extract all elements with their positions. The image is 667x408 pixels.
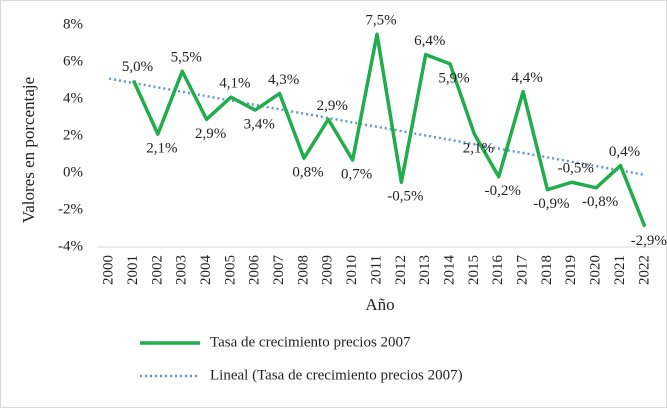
x-tick-label: 2001 [125, 255, 141, 285]
x-tick-label: 2020 [588, 255, 604, 285]
x-tick-label: 2004 [198, 255, 214, 286]
x-tick-label: 2021 [612, 255, 628, 285]
data-label: 4,4% [511, 70, 542, 86]
x-tick-label: 2015 [466, 255, 482, 285]
data-label: -0,5% [558, 161, 594, 177]
y-tick-label: -2% [58, 201, 83, 217]
x-tick-label: 2013 [417, 255, 433, 285]
data-label: 4,1% [219, 76, 250, 92]
data-label: 4,3% [268, 72, 299, 88]
x-tick-label: 2005 [222, 255, 238, 285]
x-tick-label: 2018 [539, 255, 555, 285]
y-tick-label: 4% [63, 90, 83, 106]
data-label: -0,2% [485, 183, 521, 199]
y-axis-title: Valores en porcentaje [19, 77, 38, 223]
x-tick-label: 2019 [563, 255, 579, 285]
x-tick-label: 2006 [247, 255, 263, 286]
legend-label: Tasa de crecimiento precios 2007 [210, 334, 411, 350]
trendline [108, 77, 646, 177]
legend-label: Lineal (Tasa de crecimiento precios 2007… [210, 367, 463, 383]
data-label: 0,8% [292, 165, 323, 181]
y-tick-label: 2% [63, 127, 83, 143]
data-label: 2,1% [463, 141, 494, 157]
x-tick-label: 2014 [441, 255, 457, 286]
y-tick-label: 8% [63, 16, 83, 32]
series-line [131, 32, 647, 228]
data-label: 0,7% [341, 166, 372, 182]
x-tick-label: 2010 [344, 255, 360, 285]
data-label: 2,9% [195, 126, 226, 142]
x-axis-title: Año [365, 295, 394, 314]
x-tick-label: 2009 [320, 255, 336, 285]
data-label: -0,5% [387, 189, 423, 205]
data-label: -0,8% [582, 194, 618, 210]
data-label: 7,5% [365, 13, 396, 29]
x-tick-label: 2022 [636, 255, 652, 285]
data-label: 2,9% [317, 98, 348, 114]
data-label: 3,4% [244, 117, 275, 133]
data-label: 6,4% [414, 33, 445, 49]
x-tick-label: 2007 [271, 255, 287, 286]
data-label: 0,4% [609, 144, 640, 160]
y-tick-label: 0% [63, 164, 83, 180]
x-tick-label: 2017 [515, 255, 531, 286]
data-label: 5,5% [171, 50, 202, 66]
data-label: -0,9% [533, 196, 569, 212]
x-tick-label: 2016 [490, 255, 506, 286]
x-tick-label: 2012 [393, 255, 409, 285]
data-label: -2,9% [631, 233, 667, 249]
x-tick-label: 2008 [295, 255, 311, 285]
x-tick-label: 2011 [368, 255, 384, 284]
x-tick-label: 2003 [174, 255, 190, 285]
x-tick-label: 2002 [149, 255, 165, 285]
y-tick-label: 6% [63, 53, 83, 69]
y-tick-label: -4% [58, 238, 83, 254]
data-label: 5,0% [122, 59, 153, 75]
data-label: 5,9% [438, 70, 469, 86]
x-tick-label: 2000 [101, 255, 117, 285]
data-label: 2,1% [146, 141, 177, 157]
